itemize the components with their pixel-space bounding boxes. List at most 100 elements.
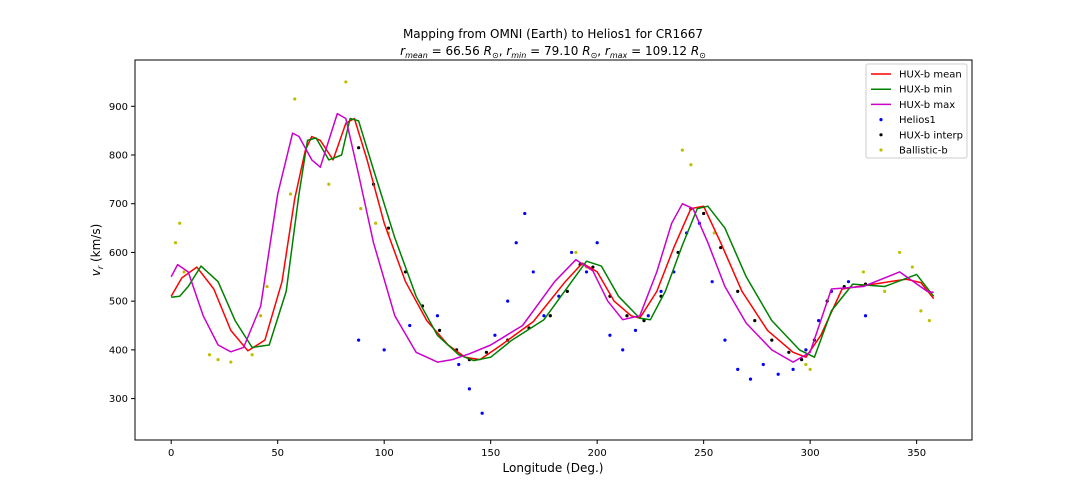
data-point (787, 350, 791, 354)
data-point (689, 163, 693, 167)
data-point (817, 319, 821, 323)
data-point (883, 289, 887, 294)
y-axis-label: vr (km/s) (89, 224, 105, 277)
data-point (178, 221, 182, 225)
data-point (680, 148, 684, 152)
x-tick-label: 300 (801, 448, 820, 459)
data-point (408, 323, 412, 328)
data-point (386, 226, 391, 230)
data-point (608, 333, 612, 337)
data-point (861, 270, 865, 274)
data-point (919, 309, 923, 313)
data-point (344, 80, 348, 84)
data-point (736, 367, 740, 371)
data-point (437, 328, 442, 332)
data-point (659, 289, 663, 294)
data-point (542, 314, 546, 318)
data-point (229, 360, 233, 364)
legend-entry: HUX-b interp (899, 130, 963, 141)
data-point (259, 314, 263, 318)
data-point (182, 270, 186, 274)
data-point (357, 146, 361, 150)
chart-subtitle: rmean = 66.56 R⊙, rmin = 79.10 R⊙, rmax … (400, 44, 706, 60)
data-point (646, 314, 650, 318)
series-ballistic-b (173, 80, 932, 371)
data-point (548, 314, 552, 318)
data-point (804, 362, 808, 367)
data-point (327, 182, 331, 186)
data-point (584, 270, 589, 274)
legend-swatch (879, 118, 883, 122)
data-point (265, 284, 269, 289)
data-point (910, 265, 914, 269)
x-axis-label: Longitude (Deg.) (503, 461, 604, 475)
x-tick-label: 200 (588, 448, 607, 459)
x-tick-label: 100 (375, 448, 394, 459)
data-point (374, 221, 378, 225)
data-point (710, 280, 714, 284)
data-point (484, 350, 489, 354)
axis-ticks: 0 50 100 150 200 250 300 350 300 400 500 600 700 800 9… (109, 102, 926, 459)
data-point (770, 338, 774, 342)
data-point (719, 245, 723, 250)
data-point (927, 319, 932, 323)
legend-entry: HUX-b mean (899, 70, 962, 81)
x-tick-label: 150 (481, 448, 500, 459)
data-point (846, 280, 851, 284)
data-point (293, 97, 297, 101)
legend-entry: HUX-b min (899, 85, 952, 96)
y-tick-label: 700 (109, 199, 128, 210)
data-point (897, 250, 902, 255)
data-point (467, 387, 471, 391)
data-point (776, 372, 780, 376)
data-point (531, 270, 535, 274)
data-point (457, 362, 461, 367)
data-point (591, 265, 595, 269)
data-point (574, 250, 578, 255)
data-point (565, 289, 569, 294)
data-point (173, 241, 178, 245)
data-point (723, 338, 727, 342)
data-point (621, 348, 625, 352)
x-tick-label: 250 (694, 448, 713, 459)
data-point (382, 348, 386, 352)
r-mean-value: 66.56 (445, 44, 479, 58)
series-line-hux-b-mean (170, 117, 935, 361)
data-point (493, 333, 497, 337)
plot-area (170, 80, 935, 415)
data-point (506, 299, 510, 303)
legend-entry: Ballistic-b (899, 146, 948, 157)
data-point (625, 314, 629, 318)
series-line-hux-b-min (171, 117, 935, 362)
data-point (357, 338, 361, 342)
data-point (761, 362, 765, 367)
data-point (702, 211, 706, 216)
data-point (435, 314, 440, 318)
data-point (216, 358, 220, 362)
r-max-value: 109.12 (645, 44, 687, 58)
y-tick-label: 400 (109, 345, 128, 356)
x-tick-label: 50 (271, 448, 284, 459)
y-tick-label: 800 (109, 151, 128, 162)
data-point (736, 289, 740, 294)
data-point (753, 319, 757, 323)
data-point (633, 328, 638, 332)
data-point (514, 241, 518, 245)
data-point (642, 319, 646, 323)
legend-swatch (879, 148, 883, 152)
y-tick-label: 300 (109, 394, 128, 405)
data-point (808, 367, 812, 371)
series-helios1 (357, 211, 868, 415)
series-line-hux-b-max (170, 112, 934, 363)
legend-entry: HUX-b max (899, 100, 955, 111)
legend-entry: Helios1 (899, 115, 936, 126)
plot-frame (134, 59, 973, 441)
y-tick-label: 500 (109, 297, 128, 308)
data-point (595, 241, 599, 245)
x-tick-label: 0 (168, 448, 174, 459)
data-point (523, 211, 527, 216)
data-point (791, 367, 795, 371)
r-min-value: 79.10 (544, 44, 578, 58)
data-point (480, 411, 484, 415)
